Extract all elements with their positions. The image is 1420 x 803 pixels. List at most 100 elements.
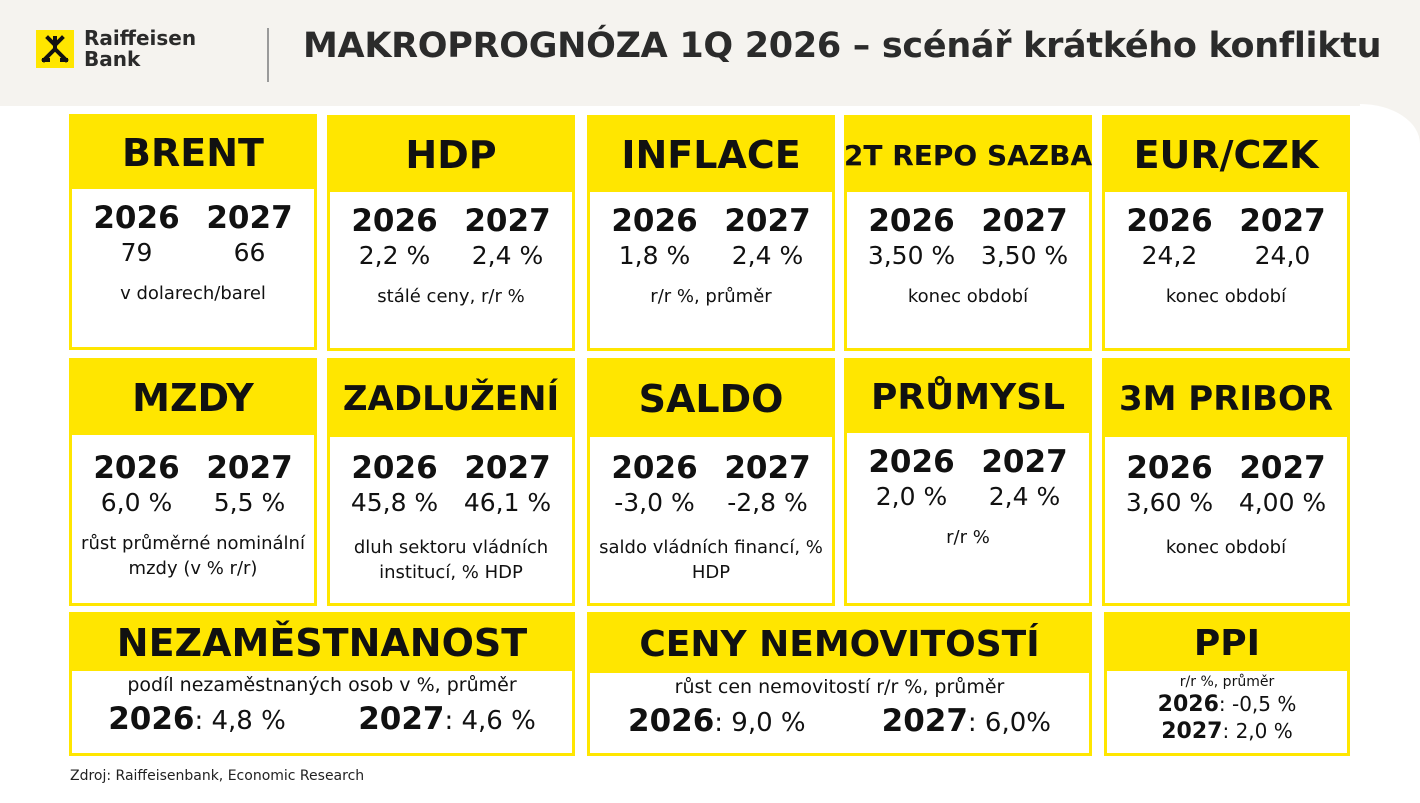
year-label: 2026 (93, 450, 180, 486)
year-label: 2027 (724, 203, 811, 239)
card-note: r/r %, průměr (1179, 674, 1275, 690)
value: -2,8 % (727, 488, 808, 517)
card-title: 2T REPO SAZBA (844, 118, 1092, 192)
card-title: INFLACE (590, 118, 832, 192)
value: 6,0 % (100, 488, 173, 517)
card-saldo: SALDO 2026 -3,0 % 2027 -2,8 % saldo vládní… (587, 358, 835, 606)
value: 2,0 % (875, 482, 948, 511)
card-note: saldo vládních financí, % HDP (599, 537, 823, 583)
card-note: r/r % (946, 527, 990, 548)
value: : 4,8 % (194, 706, 286, 736)
year-label: 2027 (358, 701, 445, 737)
header-band (0, 0, 1420, 106)
value: 1,8 % (618, 241, 691, 270)
value: : 9,0 % (714, 708, 806, 738)
card-note: v dolarech/barel (120, 283, 266, 304)
card-title: HDP (330, 118, 572, 192)
year-label: 2026 (1126, 203, 1213, 239)
card-title: 3M PRIBOR (1105, 361, 1347, 437)
header-divider (267, 28, 269, 82)
card-note: konec období (907, 286, 1029, 307)
card-title: BRENT (72, 117, 314, 189)
value: 2,4 % (988, 482, 1061, 511)
year-label: 2026 (868, 203, 955, 239)
value: 3,60 % (1125, 488, 1214, 517)
card-zadluzeni: ZADLUŽENÍ 2026 45,8 % 2027 46,1 % dluh sek… (327, 358, 575, 606)
source-note: Zdroj: Raiffeisenbank, Economic Research (70, 768, 365, 784)
card-title: ZADLUŽENÍ (330, 361, 572, 437)
year-label: 2027 (206, 450, 293, 486)
card-title: MZDY (72, 361, 314, 435)
card-title: SALDO (590, 361, 832, 437)
value: : -0,5 % (1218, 692, 1297, 716)
value: 2,4 % (731, 241, 804, 270)
value: 4,00 % (1238, 488, 1327, 517)
card-title: EUR/CZK (1105, 118, 1347, 192)
card-title: NEZAMĚSTNANOST (72, 615, 572, 671)
card-repo: 2T REPO SAZBA 2026 3,50 % 2027 3,50 % kone… (844, 115, 1092, 351)
card-note: stálé ceny, r/r % (377, 286, 525, 307)
value: 45,8 % (350, 488, 439, 517)
card-note: růst cen nemovitostí r/r %, průměr (674, 676, 1005, 698)
year-label: 2027 (464, 203, 551, 239)
card-note: konec období (1165, 286, 1287, 307)
raiffeisen-crossed-gables-icon (36, 30, 74, 68)
card-title: PPI (1107, 615, 1347, 671)
value: 5,5 % (213, 488, 286, 517)
logo-line2: Bank (84, 47, 141, 71)
value: -3,0 % (614, 488, 695, 517)
year-label: 2027 (981, 203, 1068, 239)
year-label: 2027 (1239, 203, 1326, 239)
year-label: 2027 (1161, 719, 1223, 744)
value: 3,50 % (867, 241, 956, 270)
card-prumysl: PRŮMYSL 2026 2,0 % 2027 2,4 % r/r % (844, 358, 1092, 606)
card-title: PRŮMYSL (847, 361, 1089, 433)
card-inflace: INFLACE 2026 1,8 % 2027 2,4 % r/r %, průmě… (587, 115, 835, 351)
year-label: 2026 (868, 444, 955, 480)
year-label: 2027 (881, 703, 968, 739)
value: : 2,0 % (1222, 719, 1293, 743)
card-hdp: HDP 2026 2,2 % 2027 2,4 % stálé ceny, r/r … (327, 115, 575, 351)
logo-text: Raiffeisen Bank (84, 28, 196, 70)
year-label: 2026 (611, 450, 698, 486)
card-pribor: 3M PRIBOR 2026 3,60 % 2027 4,00 % konec ob… (1102, 358, 1350, 606)
year-label: 2026 (351, 450, 438, 486)
year-label: 2026 (628, 703, 715, 739)
value: 2,2 % (358, 241, 431, 270)
value: 79 (120, 238, 153, 267)
year-label: 2026 (1157, 692, 1219, 717)
year-label: 2027 (464, 450, 551, 486)
card-note: podíl nezaměstnaných osob v %, průměr (127, 674, 517, 696)
year-label: 2027 (981, 444, 1068, 480)
value: 66 (233, 238, 266, 267)
value: : 6,0% (967, 708, 1051, 738)
value: 24,2 (1141, 241, 1198, 270)
card-ceny-nemovitosti: CENY NEMOVITOSTÍ růst cen nemovitostí r/… (587, 612, 1092, 756)
card-nezamestnanost: NEZAMĚSTNANOST podíl nezaměstnaných osob… (69, 612, 575, 756)
card-eurczk: EUR/CZK 2026 24,2 2027 24,0 konec období (1102, 115, 1350, 351)
value: 2,4 % (471, 241, 544, 270)
card-ppi: PPI r/r %, průměr 2026: -0,5 % 2027: 2,0… (1104, 612, 1350, 756)
value: 3,50 % (980, 241, 1069, 270)
card-title: CENY NEMOVITOSTÍ (590, 615, 1089, 673)
year-label: 2026 (351, 203, 438, 239)
card-note: r/r %, průměr (650, 286, 772, 307)
page-title: MAKROPROGNÓZA 1Q 2026 – scénář krátkého … (303, 26, 1382, 66)
value: 46,1 % (463, 488, 552, 517)
card-note: dluh sektoru vládních institucí, % HDP (353, 537, 549, 583)
year-label: 2027 (1239, 450, 1326, 486)
value: : 4,6 % (444, 706, 536, 736)
year-label: 2026 (611, 203, 698, 239)
card-note: růst průměrné nominální mzdy (v % r/r) (81, 533, 305, 579)
value: 24,0 (1254, 241, 1311, 270)
year-label: 2026 (1126, 450, 1213, 486)
card-note: konec období (1165, 537, 1287, 558)
logo-line1: Raiffeisen (84, 26, 197, 50)
year-label: 2026 (108, 701, 195, 737)
card-mzdy: MZDY 2026 6,0 % 2027 5,5 % růst průměrné n… (69, 358, 317, 606)
logo[interactable]: Raiffeisen Bank (36, 28, 196, 70)
year-label: 2027 (724, 450, 811, 486)
year-label: 2027 (206, 200, 293, 236)
card-brent: BRENT 2026 79 2027 66 v dolarech/barel (69, 114, 317, 350)
year-label: 2026 (93, 200, 180, 236)
